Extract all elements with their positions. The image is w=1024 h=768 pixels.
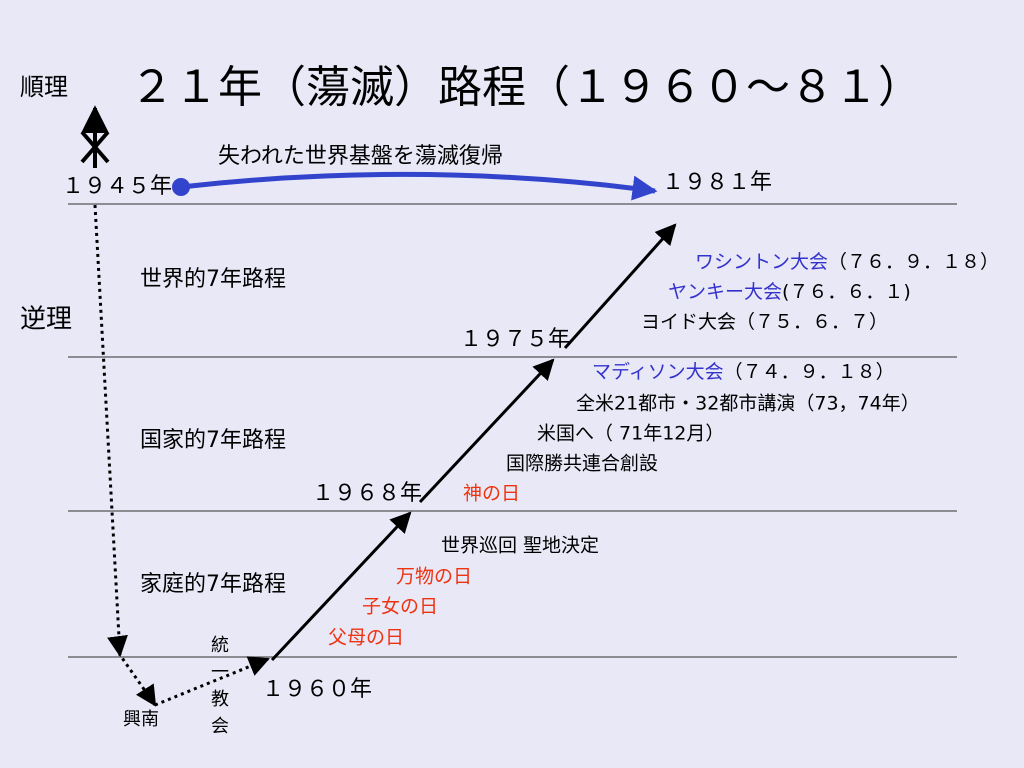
event-date: （７５．６．７） (736, 311, 888, 333)
year-label: １９６０年 (262, 677, 372, 702)
year-label: １９６８年 (312, 481, 422, 506)
arrow-head (107, 634, 128, 658)
event-date: (７６．６．１) (782, 281, 911, 303)
event-date: （７６．９．１８） (828, 251, 999, 273)
title: ２１年（蕩滅）路程（１９６０～８１） (130, 62, 922, 113)
dividers (68, 203, 957, 658)
year-label: １９７５年 (460, 327, 570, 352)
forward-label: 順理 (20, 73, 68, 101)
stage-label: 家庭的7年路程 (140, 572, 286, 597)
event: ヨイド大会（７５．６．７） (641, 311, 888, 333)
year-label: １９４５年 (62, 174, 172, 199)
event: 父母の日 (328, 627, 404, 649)
event: 全米21都市・32都市講演（73，74年） (576, 393, 920, 415)
start-dot (172, 178, 190, 196)
event-date: （７４．９．１８） (724, 361, 895, 383)
event: 万物の日 (396, 566, 472, 588)
restoration-arrow (180, 171, 658, 201)
church-label: 統一教会 (208, 635, 229, 743)
restoration-label: 失われた世界基盤を蕩滅復帰 (218, 144, 503, 169)
place-label: 興南 (123, 709, 159, 730)
event: ワシントン大会（７６．９．１８） (695, 251, 999, 273)
event-name: ワシントン大会 (695, 251, 828, 273)
event-name: ヨイド大会 (641, 311, 736, 333)
stage-label: 国家的7年路程 (140, 428, 286, 453)
reverse-label: 逆理 (20, 305, 72, 335)
stage-arrow (418, 358, 555, 504)
year-label: １９８１年 (662, 170, 772, 195)
event: マディソン大会（７４．９．１８） (592, 361, 895, 383)
event: 米国へ（ 71年12月） (537, 423, 724, 445)
event: 神の日 (463, 483, 520, 505)
stage-label: 世界的7年路程 (140, 267, 286, 292)
event-name: ヤンキー大会 (668, 281, 782, 303)
event-name: マディソン大会 (592, 361, 724, 383)
event: ヤンキー大会(７６．６．１) (668, 281, 911, 303)
event: 世界巡回 聖地決定 (441, 535, 599, 557)
up-symbol (80, 105, 110, 168)
stage-arrow (563, 223, 677, 349)
stage-arrow (270, 511, 412, 662)
event: 子女の日 (362, 596, 438, 618)
arrow-head (135, 683, 157, 707)
event: 国際勝共連合創設 (506, 453, 658, 475)
